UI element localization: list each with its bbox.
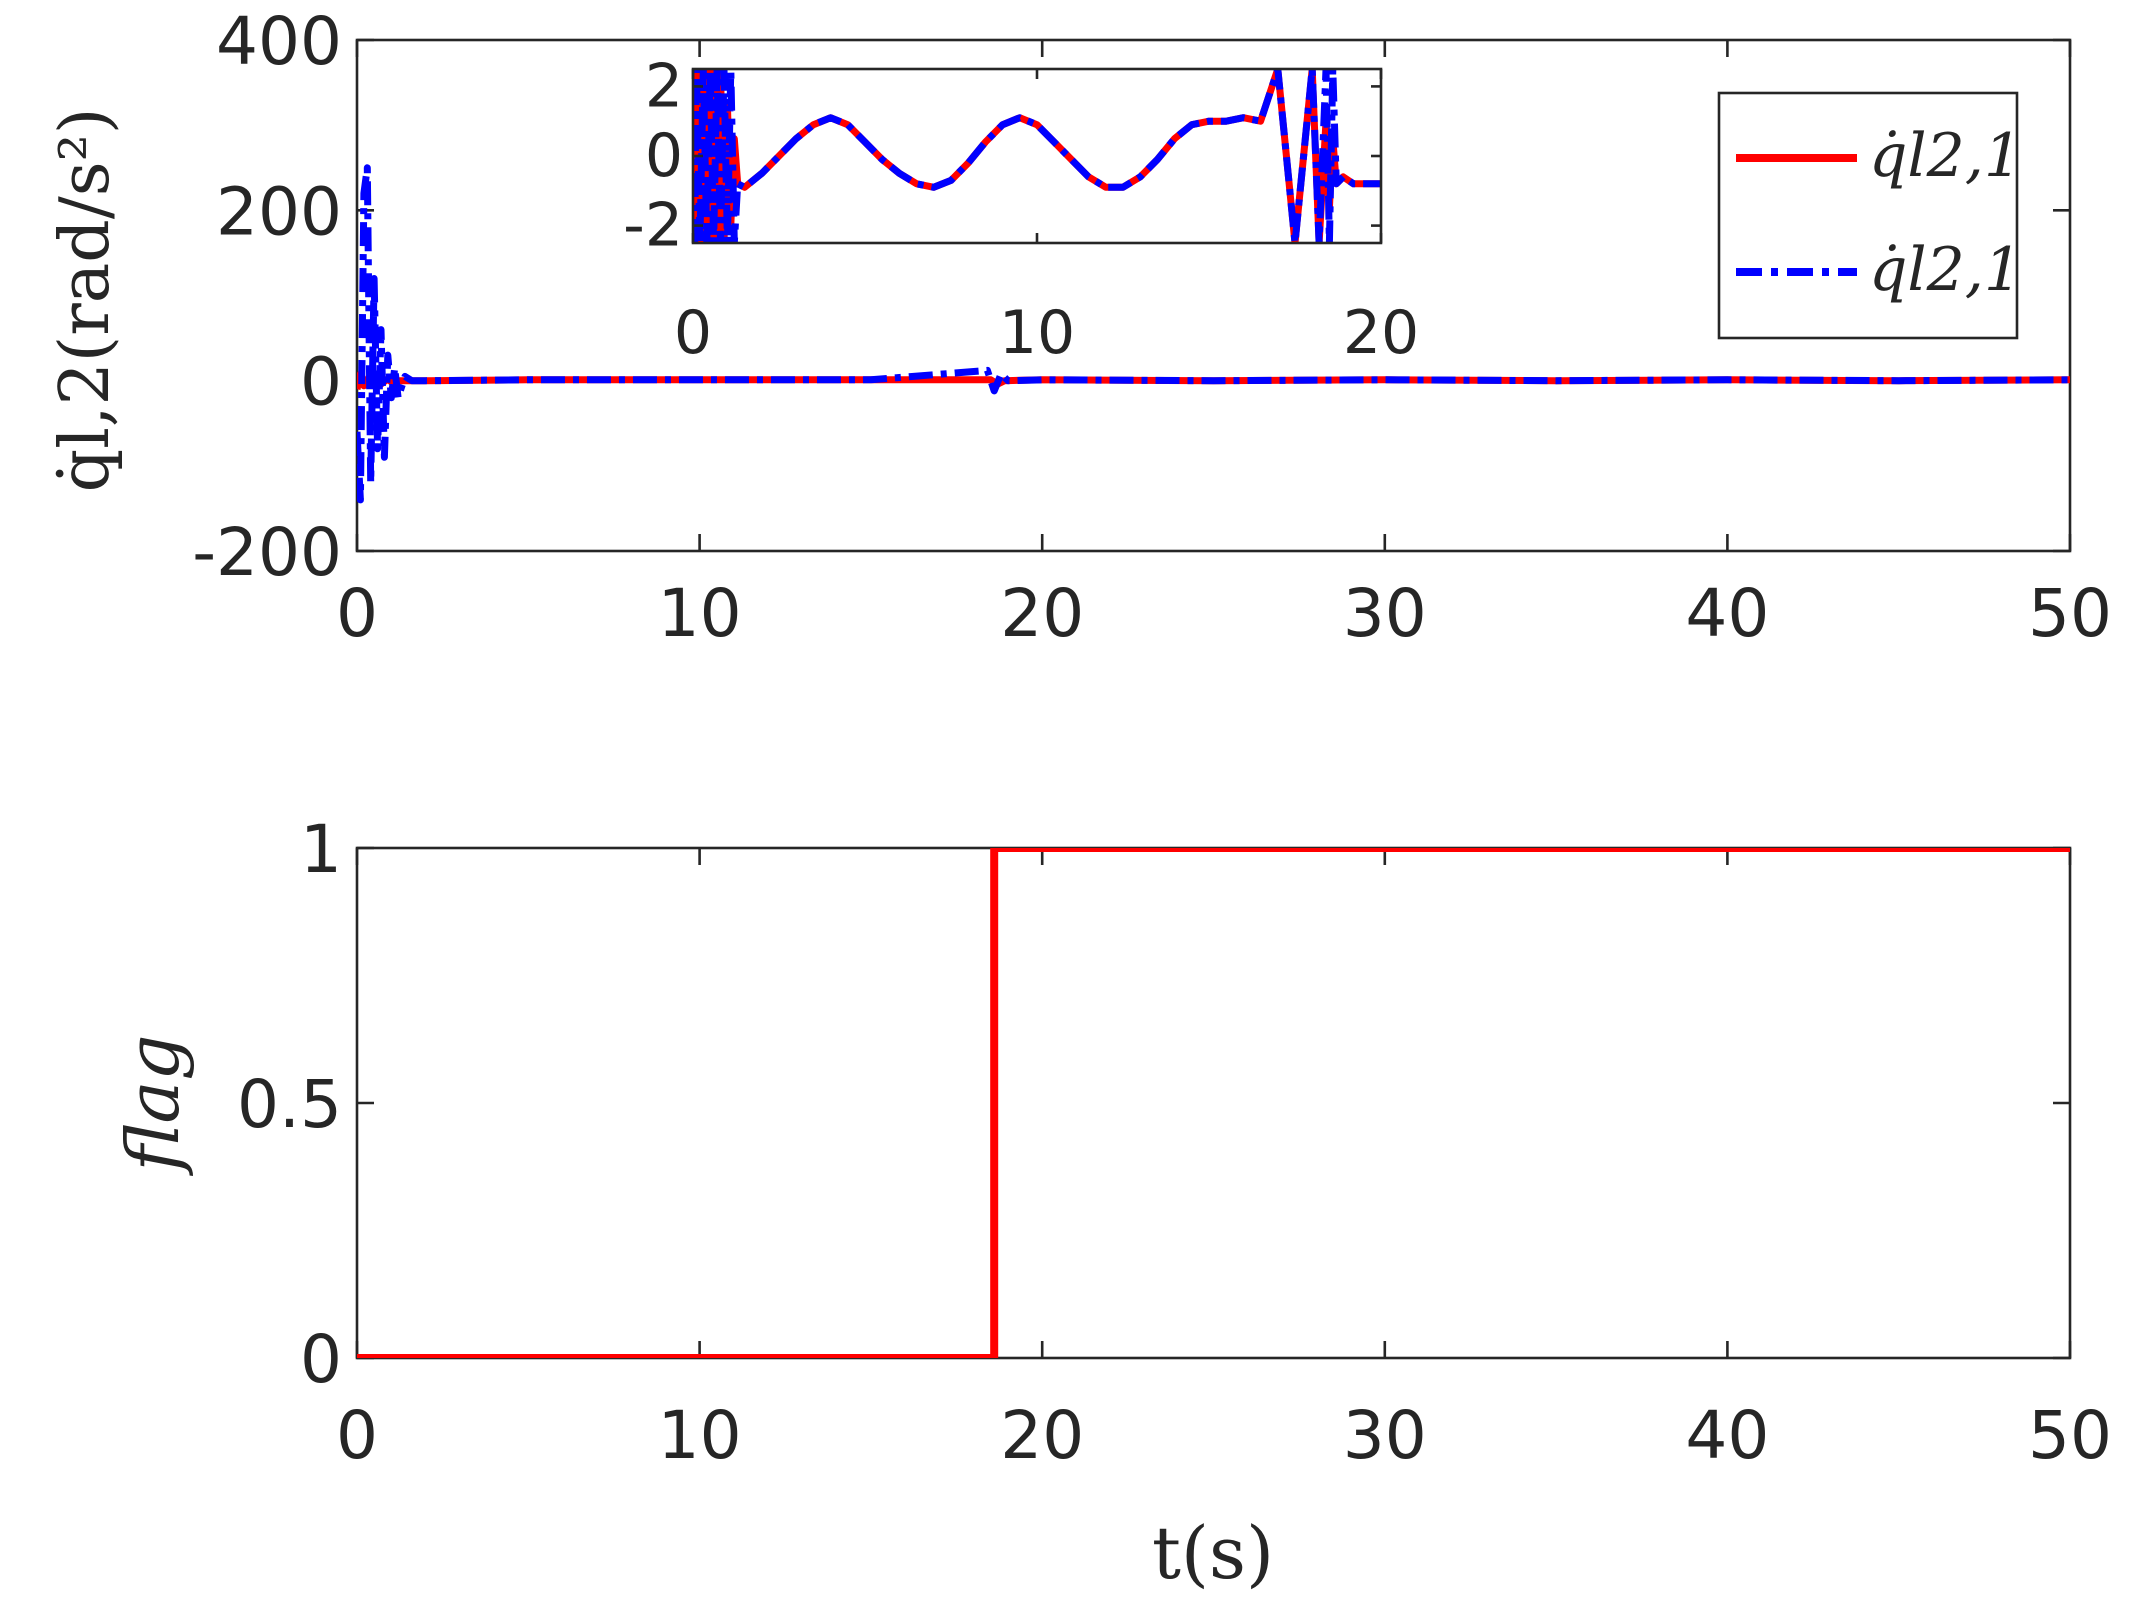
top-x-tick-label: 10 [658,575,742,652]
top-x-ticks: 0 10 20 30 40 50 [336,40,2112,652]
inset-x-tick-label: 20 [1343,298,1419,368]
bottom-y-tick-label: 1 [300,811,342,888]
inset-series-line-2 [693,69,1381,243]
bottom-y-axis-label: flag [111,1034,195,1176]
inset-y-tick-label: 2 [645,51,683,121]
top-y-tick-label: 200 [216,173,342,250]
top-y-tick-label: 400 [216,3,342,80]
bottom-x-tick-label: 20 [1000,1397,1084,1474]
bottom-chart: 0 10 20 30 40 50 00.51 flag t(s) [111,811,2112,1595]
bottom-x-ticks: 0 10 20 30 40 50 [336,848,2112,1474]
bottom-x-tick-label: 0 [336,1397,378,1474]
bottom-y-ticks: 00.51 [237,811,2070,1398]
legend-entry-2-label: q̇l2,1 [1869,235,2022,305]
legend-entry-1-text: q̇l2,1 [1869,121,2022,191]
top-x-tick-label: 30 [1343,575,1427,652]
top-y-axis-label: q̇l,2(rad/s²) [46,108,125,493]
bottom-x-tick-label: 50 [2028,1397,2112,1474]
top-y-tick-label: 0 [300,344,342,421]
legend: q̇l2,1 q̇l2,1 [1717,91,2022,340]
inset-y-tick-label: 0 [645,121,683,191]
bottom-y-tick-label: 0 [300,1321,342,1398]
inset-x-tick-label: 10 [999,298,1075,368]
top-y-tick-label: -200 [192,514,342,591]
top-y-label-text: q̇l,2(rad/s²) [46,108,125,493]
top-x-tick-label: 50 [2028,575,2112,652]
bottom-series-line-1 [357,848,2070,1358]
bottom-y-label-text: flag [111,1034,195,1176]
inset-series-group [693,69,1381,243]
bottom-x-tick-label: 10 [658,1397,742,1474]
legend-entry-1-label: q̇l2,1 [1869,121,2022,191]
bottom-x-tick-label: 40 [1685,1397,1769,1474]
legend-box [1717,91,2019,340]
inset-x-ticks: 0 10 20 [674,69,1419,368]
top-series-group [357,164,2070,504]
top-series-line-2 [357,164,2070,504]
top-x-tick-label: 20 [1000,575,1084,652]
top-x-tick-label: 0 [336,575,378,652]
inset-y-ticks: -202 [623,51,1381,261]
inset-y-tick-label: -2 [623,191,683,261]
bottom-series-group [357,848,2070,1358]
top-axes-box [355,38,2072,553]
bottom-axes-box [355,846,2072,1360]
bottom-x-axis-label: t(s) [1152,1511,1274,1595]
inset-x-tick-label: 0 [674,298,712,368]
bottom-x-tick-label: 30 [1343,1397,1427,1474]
inset-chart: 0 10 20 -202 [623,51,1419,368]
legend-entry-2-text: q̇l2,1 [1869,235,2022,305]
top-x-tick-label: 40 [1685,575,1769,652]
bottom-y-tick-label: 0.5 [237,1066,342,1143]
